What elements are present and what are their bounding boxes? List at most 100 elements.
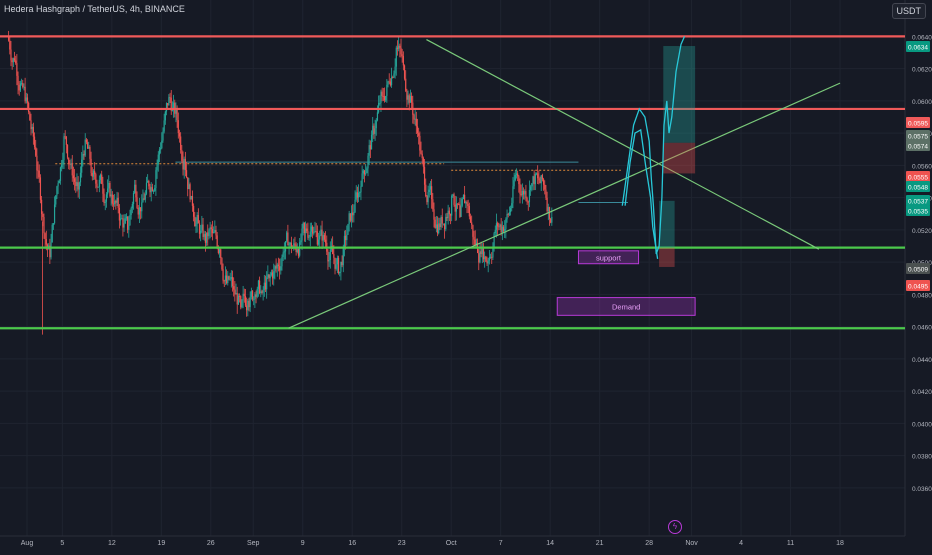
candle-body bbox=[323, 235, 326, 240]
candle-body bbox=[66, 144, 69, 158]
candle-body bbox=[61, 164, 63, 168]
candle-body bbox=[44, 233, 46, 240]
candle-body bbox=[355, 192, 357, 200]
candle-body bbox=[246, 305, 248, 311]
candle-body bbox=[418, 133, 420, 136]
candle-body bbox=[522, 190, 525, 195]
candle-body bbox=[322, 235, 324, 241]
candle-body bbox=[51, 224, 53, 243]
candle-body bbox=[77, 182, 79, 190]
candle-body bbox=[302, 222, 304, 229]
candle-body bbox=[283, 251, 285, 253]
candle-body bbox=[521, 190, 523, 196]
ascending-trendline bbox=[288, 82, 841, 329]
candle-body bbox=[341, 261, 343, 266]
candle-body bbox=[357, 192, 360, 198]
candle-body bbox=[26, 97, 29, 103]
candle-body bbox=[375, 120, 377, 129]
candle-body bbox=[436, 224, 439, 234]
candle-body bbox=[111, 194, 113, 204]
candle-body bbox=[440, 216, 442, 227]
candle-body bbox=[116, 197, 118, 203]
candle-body bbox=[235, 293, 237, 295]
candle-body bbox=[301, 228, 303, 241]
candle-body bbox=[148, 180, 150, 187]
candle-body bbox=[217, 246, 219, 253]
candle-body bbox=[276, 264, 278, 269]
price-label-bg bbox=[906, 205, 930, 216]
candle-body bbox=[445, 216, 447, 230]
candle-body bbox=[172, 102, 175, 109]
candle-body bbox=[546, 197, 548, 212]
candle-body bbox=[408, 95, 410, 103]
candle-body bbox=[52, 223, 54, 225]
profit-zone-2 bbox=[659, 200, 675, 248]
support-zone bbox=[577, 250, 640, 265]
candle-body bbox=[138, 207, 141, 215]
candle-body bbox=[454, 204, 456, 212]
candle-body bbox=[439, 223, 441, 227]
candle-body bbox=[216, 235, 218, 247]
candle-body bbox=[248, 300, 250, 308]
candle-body bbox=[406, 90, 408, 100]
candle-body bbox=[273, 271, 275, 279]
candle-body bbox=[501, 226, 503, 233]
candle-body bbox=[175, 109, 177, 114]
candle-body bbox=[518, 176, 520, 185]
candle-body bbox=[112, 203, 115, 205]
candle-body bbox=[530, 186, 532, 191]
candle-body bbox=[480, 251, 482, 255]
lightning-icon[interactable]: ϟ bbox=[668, 520, 682, 534]
candle-body bbox=[407, 95, 409, 100]
candle-body bbox=[416, 126, 419, 134]
candle-body bbox=[200, 230, 202, 234]
candle-body bbox=[128, 225, 130, 230]
candle-body bbox=[297, 249, 300, 256]
candle-body bbox=[91, 172, 93, 177]
candle-body bbox=[339, 271, 341, 274]
price-label-bg bbox=[906, 140, 930, 151]
candle-body bbox=[108, 182, 110, 189]
candle-body bbox=[455, 203, 457, 212]
candle-body bbox=[9, 40, 11, 50]
candle-body bbox=[497, 223, 499, 227]
y-tick-label: 0.0640 bbox=[912, 34, 932, 41]
candle-body bbox=[508, 212, 511, 215]
candle-body bbox=[213, 232, 215, 234]
currency-badge[interactable]: USDT bbox=[891, 3, 926, 19]
candle-body bbox=[422, 158, 424, 167]
candle-body bbox=[548, 207, 551, 219]
x-tick-label: 19 bbox=[157, 540, 165, 547]
candle-body bbox=[362, 170, 364, 174]
candle-body bbox=[350, 212, 353, 221]
candle-body bbox=[359, 192, 361, 194]
candle-body bbox=[433, 209, 435, 220]
candle-body bbox=[188, 184, 190, 190]
candle-body bbox=[532, 176, 534, 184]
candle-body bbox=[366, 168, 368, 174]
candle-body bbox=[465, 202, 467, 204]
candle-body bbox=[294, 243, 296, 245]
candle-body bbox=[526, 198, 528, 202]
candle-body bbox=[380, 91, 382, 103]
candle-body bbox=[515, 173, 518, 175]
candle-body bbox=[103, 193, 105, 204]
candle-body bbox=[360, 186, 362, 193]
candle-body bbox=[426, 196, 428, 203]
candle-body bbox=[481, 246, 483, 255]
candle-body bbox=[507, 214, 509, 215]
candle-body bbox=[28, 102, 30, 113]
candle-body bbox=[535, 173, 538, 175]
candle-body bbox=[49, 245, 51, 258]
candle-body bbox=[401, 54, 403, 56]
candle-body bbox=[540, 175, 542, 184]
candle-body bbox=[451, 195, 453, 216]
candle-body bbox=[92, 170, 95, 177]
y-tick-label: 0.0520 bbox=[912, 228, 932, 235]
candle-body bbox=[227, 276, 229, 284]
candle-body bbox=[161, 140, 163, 149]
y-tick-label: 0.0620 bbox=[912, 67, 932, 74]
candle-body bbox=[542, 179, 545, 185]
